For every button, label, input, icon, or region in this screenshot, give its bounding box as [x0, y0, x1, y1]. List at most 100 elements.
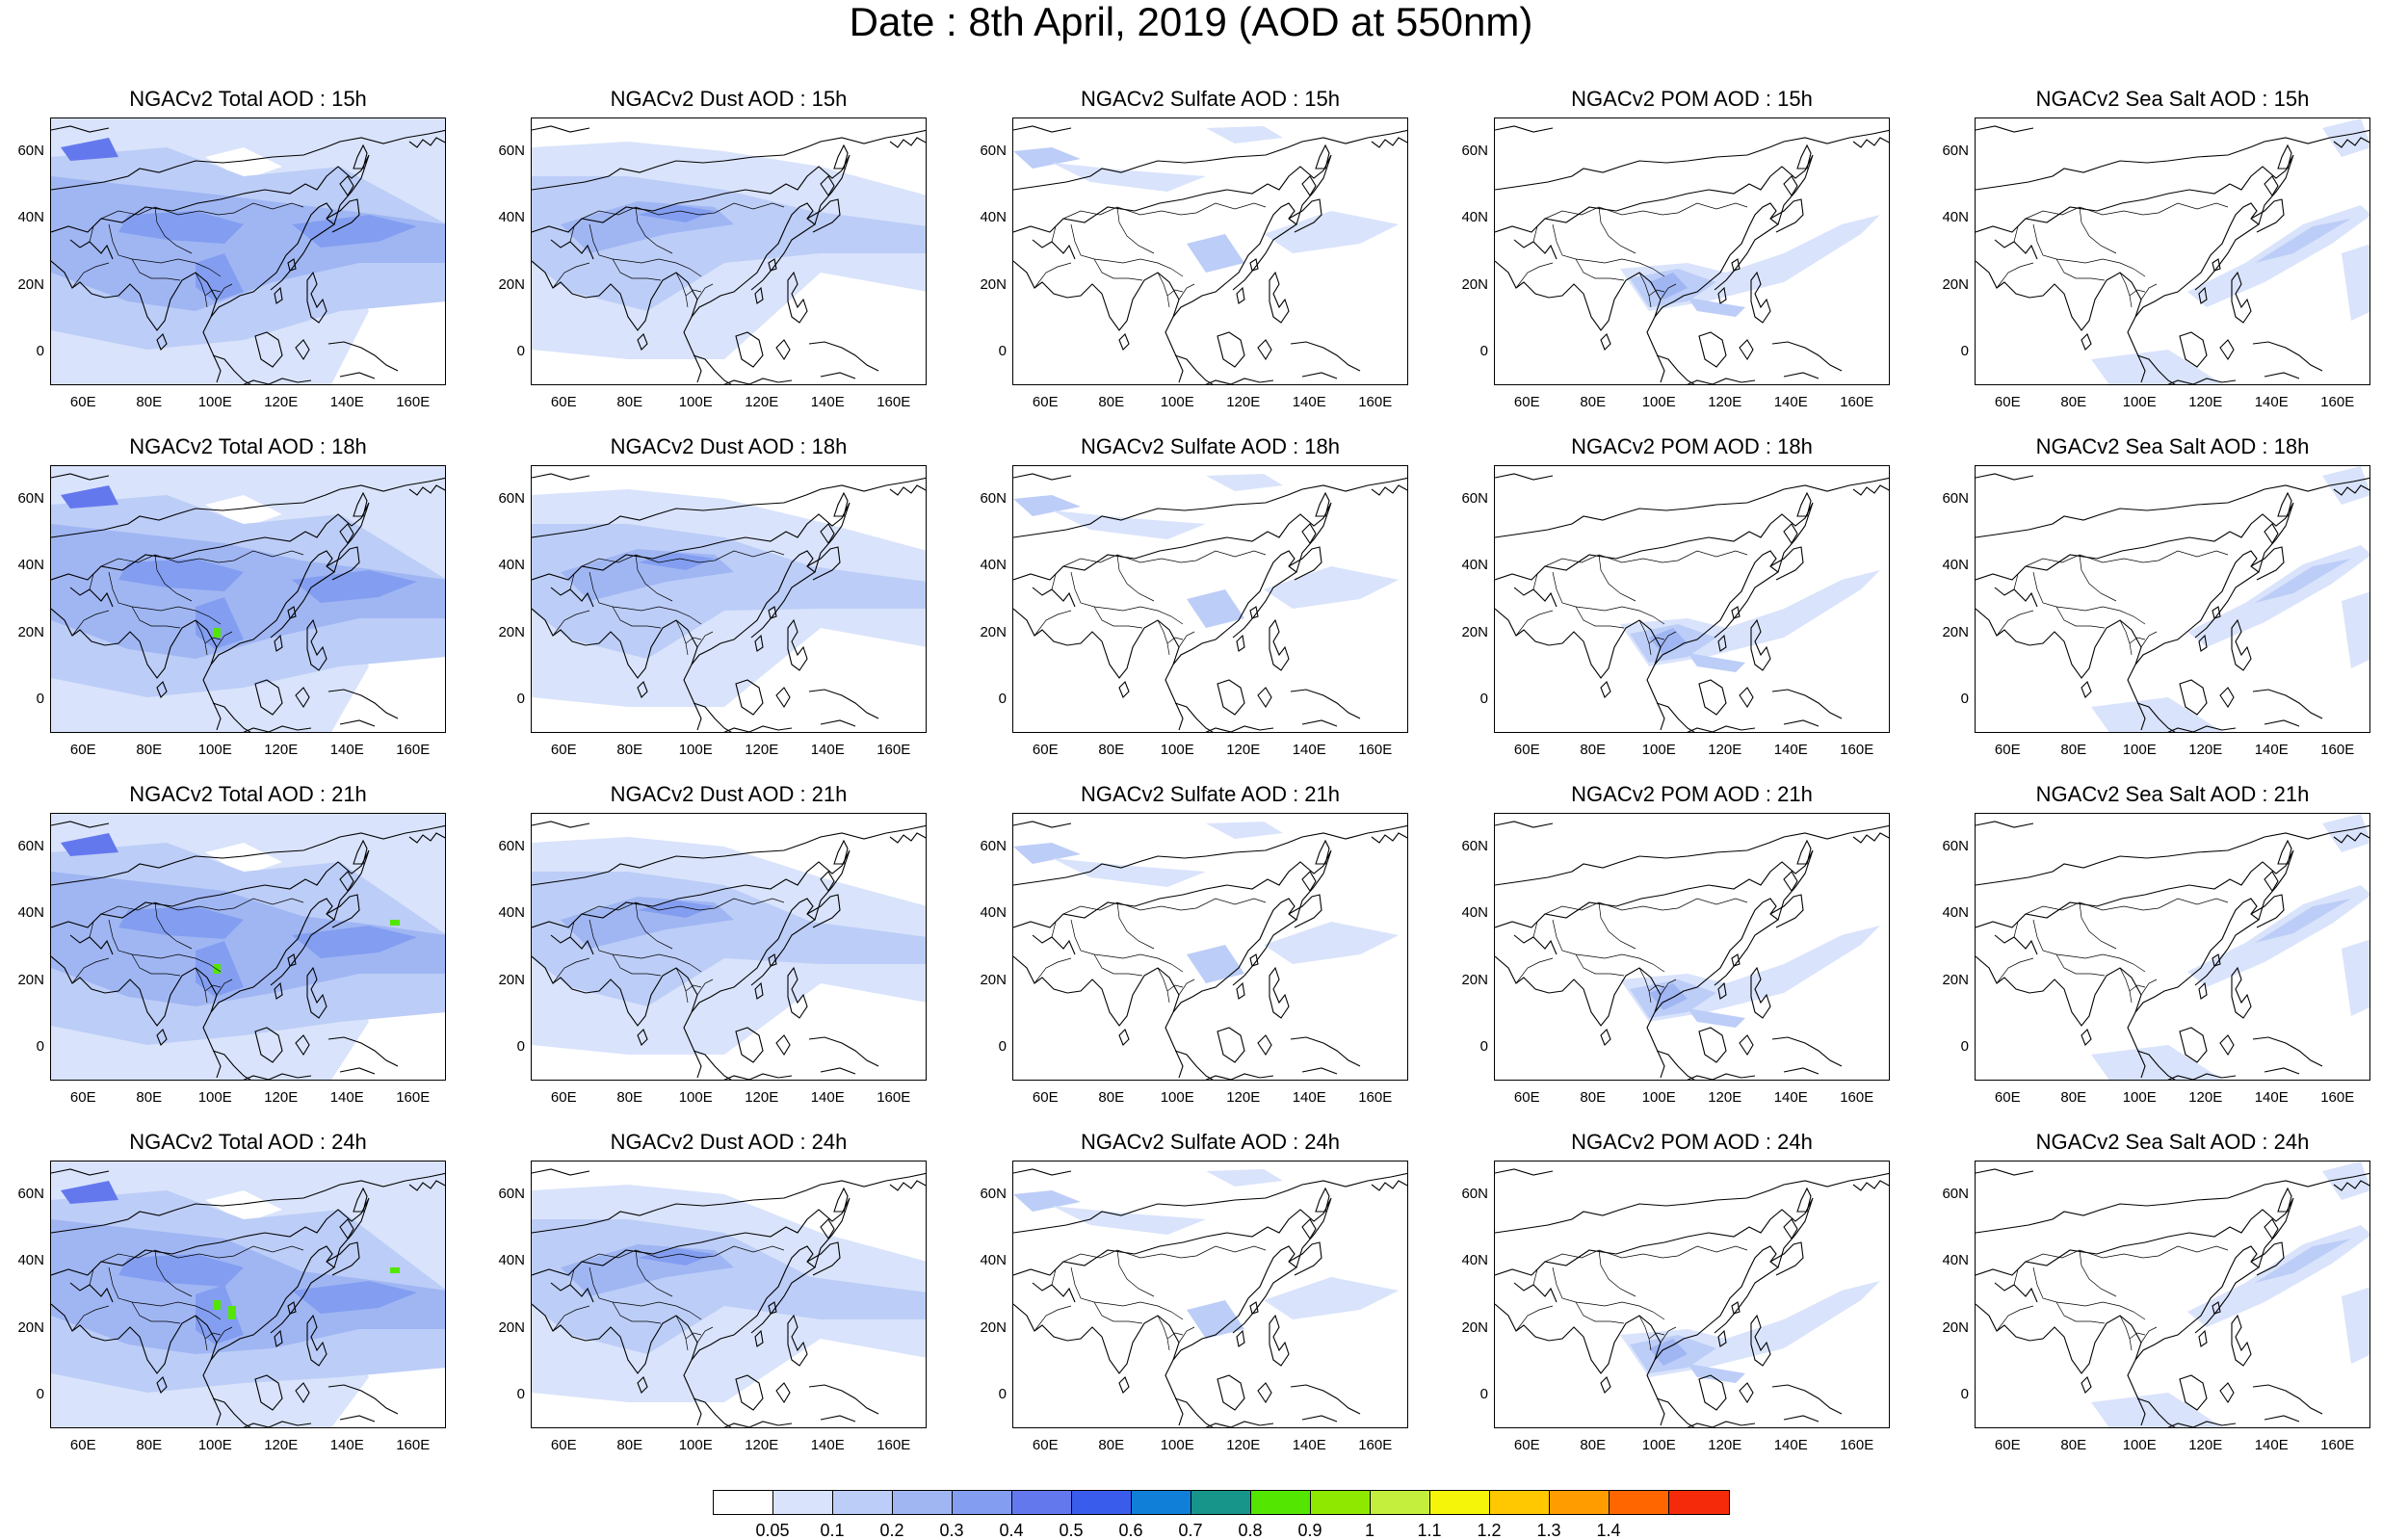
x-tick-label: 100E — [2122, 1437, 2157, 1453]
colorbar-tick-label: 0.1 — [820, 1521, 845, 1540]
x-tick-label: 60E — [550, 1437, 577, 1453]
y-tick-label: 60N — [498, 837, 525, 854]
colorbar-tick-label: 0.4 — [999, 1521, 1024, 1540]
aod-map — [1494, 813, 1890, 1081]
x-tick-label: 100E — [1641, 1089, 1676, 1106]
x-tick-label: 160E — [1358, 1437, 1393, 1453]
colorbar-swatch — [1311, 1491, 1371, 1514]
y-tick-label: 60N — [980, 1185, 1007, 1202]
y-tick-label: 20N — [498, 1318, 525, 1336]
aod-map — [50, 1161, 446, 1428]
y-tick-label: 0 — [998, 1386, 1007, 1403]
x-tick-label: 160E — [2320, 742, 2355, 758]
panel-title: NGACv2 POM AOD : 15h — [1571, 87, 1813, 111]
x-tick-label: 120E — [2188, 742, 2223, 758]
panel-title: NGACv2 Sea Salt AOD : 15h — [2035, 87, 2310, 111]
aod-map — [1975, 117, 2370, 385]
x-tick-label: 60E — [1994, 1437, 2021, 1453]
y-tick-label: 40N — [1461, 557, 1488, 574]
x-tick-label: 140E — [329, 742, 364, 758]
x-tick-label: 160E — [396, 1089, 431, 1106]
y-tick-label: 0 — [36, 343, 44, 360]
x-tick-label: 160E — [877, 1437, 911, 1453]
y-tick-label: 0 — [1479, 343, 1488, 360]
y-tick-label: 20N — [980, 971, 1007, 988]
x-tick-label: 140E — [810, 742, 845, 758]
colorbar-swatch — [773, 1491, 833, 1514]
y-tick-label: 0 — [1960, 691, 1969, 708]
x-tick-label: 120E — [2188, 1089, 2223, 1106]
x-tick-label: 100E — [2122, 1089, 2157, 1106]
x-tick-label: 80E — [136, 1089, 163, 1106]
aod-map — [1494, 117, 1890, 385]
x-tick-label: 120E — [264, 1437, 299, 1453]
map-panel-dust-row1: NGACv2 Dust AOD : 15h 60N 40N 20N 0 60E 80E 100… — [498, 87, 927, 409]
aod-map — [1012, 117, 1408, 385]
y-tick-label: 40N — [980, 904, 1007, 922]
y-tick-label: 60N — [17, 489, 44, 507]
x-tick-label: 80E — [2060, 1437, 2087, 1453]
colorbar-swatch — [893, 1491, 953, 1514]
x-tick-label: 120E — [264, 394, 299, 410]
panel-title: NGACv2 Sulfate AOD : 15h — [1080, 87, 1341, 111]
x-tick-label: 100E — [1160, 742, 1194, 758]
x-tick-label: 100E — [197, 1089, 232, 1106]
x-tick-label: 60E — [1032, 394, 1059, 410]
y-tick-label: 0 — [998, 1038, 1007, 1056]
colorbar-swatch — [833, 1491, 893, 1514]
y-tick-label: 20N — [498, 275, 525, 293]
y-tick-label: 0 — [36, 1038, 44, 1056]
y-tick-label: 20N — [498, 971, 525, 988]
aod-map — [531, 465, 927, 733]
y-tick-label: 20N — [17, 971, 44, 988]
map-panel-pom-row3: NGACv2 POM AOD : 21h 60N 40N 20N 0 60E 80E 100E… — [1461, 782, 1890, 1105]
x-tick-label: 80E — [616, 1089, 643, 1106]
y-tick-label: 0 — [36, 691, 44, 708]
x-tick-label: 160E — [877, 742, 911, 758]
x-tick-label: 80E — [1580, 1089, 1607, 1106]
x-tick-label: 60E — [1994, 742, 2021, 758]
colorbar-tick-label: 0.05 — [755, 1521, 790, 1540]
panel-title: NGACv2 Sulfate AOD : 24h — [1080, 1130, 1341, 1154]
map-panel-seasalt-row3: NGACv2 Sea Salt AOD : 21h 60N 40N 20N 0 60E 80… — [1942, 782, 2370, 1105]
panel-title: NGACv2 Dust AOD : 18h — [610, 434, 848, 458]
y-tick-label: 40N — [498, 209, 525, 226]
x-tick-label: 60E — [1994, 1089, 2021, 1106]
y-tick-label: 20N — [1461, 623, 1488, 640]
aod-map — [1975, 813, 2370, 1081]
coastline-overlay — [1976, 1168, 2369, 1427]
colorbar-tick-label: 1.4 — [1596, 1521, 1621, 1540]
x-tick-label: 140E — [1292, 1089, 1326, 1106]
x-tick-label: 100E — [1641, 742, 1676, 758]
map-panel-sulfate-row3: NGACv2 Sulfate AOD : 21h 60N 40N 20N 0 60E 80E… — [980, 782, 1408, 1105]
map-panel-seasalt-row1: NGACv2 Sea Salt AOD : 15h 60N 40N 20N 0 60E 80… — [1942, 87, 2370, 409]
y-tick-label: 20N — [980, 623, 1007, 640]
x-tick-label: 80E — [2060, 742, 2087, 758]
panel-title: NGACv2 Total AOD : 18h — [129, 434, 367, 458]
x-tick-label: 100E — [2122, 742, 2157, 758]
y-tick-label: 20N — [17, 275, 44, 293]
panel-title: NGACv2 POM AOD : 24h — [1571, 1130, 1813, 1154]
colorbar-swatch — [1371, 1491, 1430, 1514]
x-tick-label: 60E — [69, 1437, 96, 1453]
x-tick-label: 140E — [1292, 394, 1326, 410]
x-tick-label: 120E — [745, 394, 779, 410]
border-overlay — [1996, 550, 2229, 656]
colorbar-tick-label: 0.2 — [879, 1521, 904, 1540]
panel-title: NGACv2 POM AOD : 18h — [1571, 434, 1813, 458]
x-tick-label: 160E — [396, 1437, 431, 1453]
map-panel-dust-row4: NGACv2 Dust AOD : 24h 60N 40N 20N 0 60E 80E 100… — [498, 1130, 927, 1452]
coastline-overlay — [1976, 821, 2369, 1080]
aod-map — [1012, 813, 1408, 1081]
x-tick-label: 60E — [69, 394, 96, 410]
map-panel-total-row4: NGACv2 Total AOD : 24h 60N 40N 20N 0 60E 80E 10… — [17, 1130, 446, 1452]
y-tick-label: 0 — [516, 343, 525, 360]
y-tick-label: 40N — [980, 209, 1007, 226]
x-tick-label: 60E — [1513, 742, 1540, 758]
panel-title: NGACv2 Dust AOD : 15h — [610, 87, 848, 111]
colorbar-tick-label: 1.1 — [1417, 1521, 1442, 1540]
x-tick-label: 80E — [136, 394, 163, 410]
y-tick-label: 0 — [516, 691, 525, 708]
y-tick-label: 60N — [1942, 1185, 1969, 1202]
map-panel-pom-row2: NGACv2 POM AOD : 18h 60N 40N 20N 0 60E 80E 100E… — [1461, 434, 1890, 757]
